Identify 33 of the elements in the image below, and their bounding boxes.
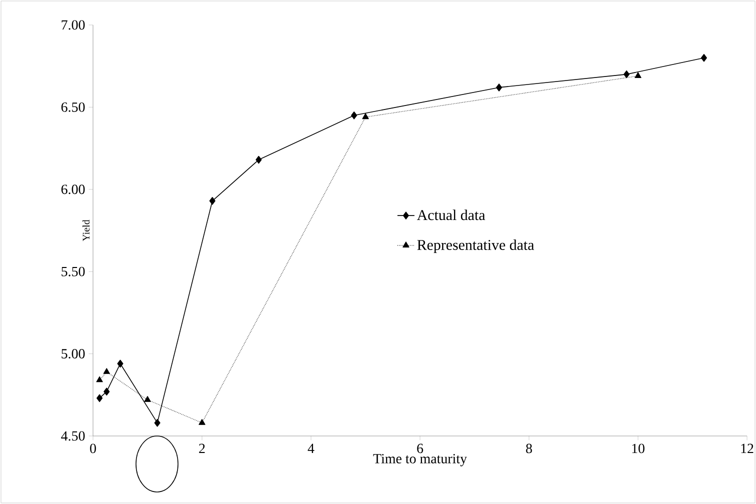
y-tick-label: 5.00: [62, 349, 85, 359]
x-tick-label: 4: [308, 444, 314, 453]
x-axis-title: Time to maturity: [373, 454, 467, 466]
y-axis-title: Yield: [82, 220, 90, 242]
legend-label: Actual data: [416, 210, 486, 220]
point: [96, 394, 103, 402]
point: [103, 368, 110, 374]
point: [634, 72, 642, 78]
x-tick-label: 8: [526, 444, 532, 454]
point: [496, 84, 502, 92]
point: [104, 388, 110, 396]
point: [198, 419, 206, 425]
point: [624, 70, 630, 78]
point: [96, 376, 103, 382]
y-tick-label: 5.50: [62, 266, 85, 276]
x-tick-label: 10: [632, 444, 644, 454]
point: [117, 360, 124, 368]
x-tick-label: 6: [417, 444, 424, 454]
y-tick-label: 7.00: [62, 20, 85, 30]
point: [362, 113, 369, 120]
x-tick-label: 12: [741, 444, 754, 453]
point: [144, 396, 151, 402]
point: [700, 54, 707, 62]
point: [351, 112, 358, 120]
point: [209, 196, 216, 205]
y-tick-label: 6.00: [61, 184, 85, 194]
y-tick-label: 6.50: [61, 102, 85, 112]
y-tick-label: 4.50: [61, 431, 85, 441]
x-tick-label: 0: [90, 444, 96, 454]
point: [256, 156, 262, 164]
x-tick-label: 2: [199, 444, 205, 453]
point: [154, 418, 160, 427]
legend-label: Representative data: [417, 239, 534, 254]
